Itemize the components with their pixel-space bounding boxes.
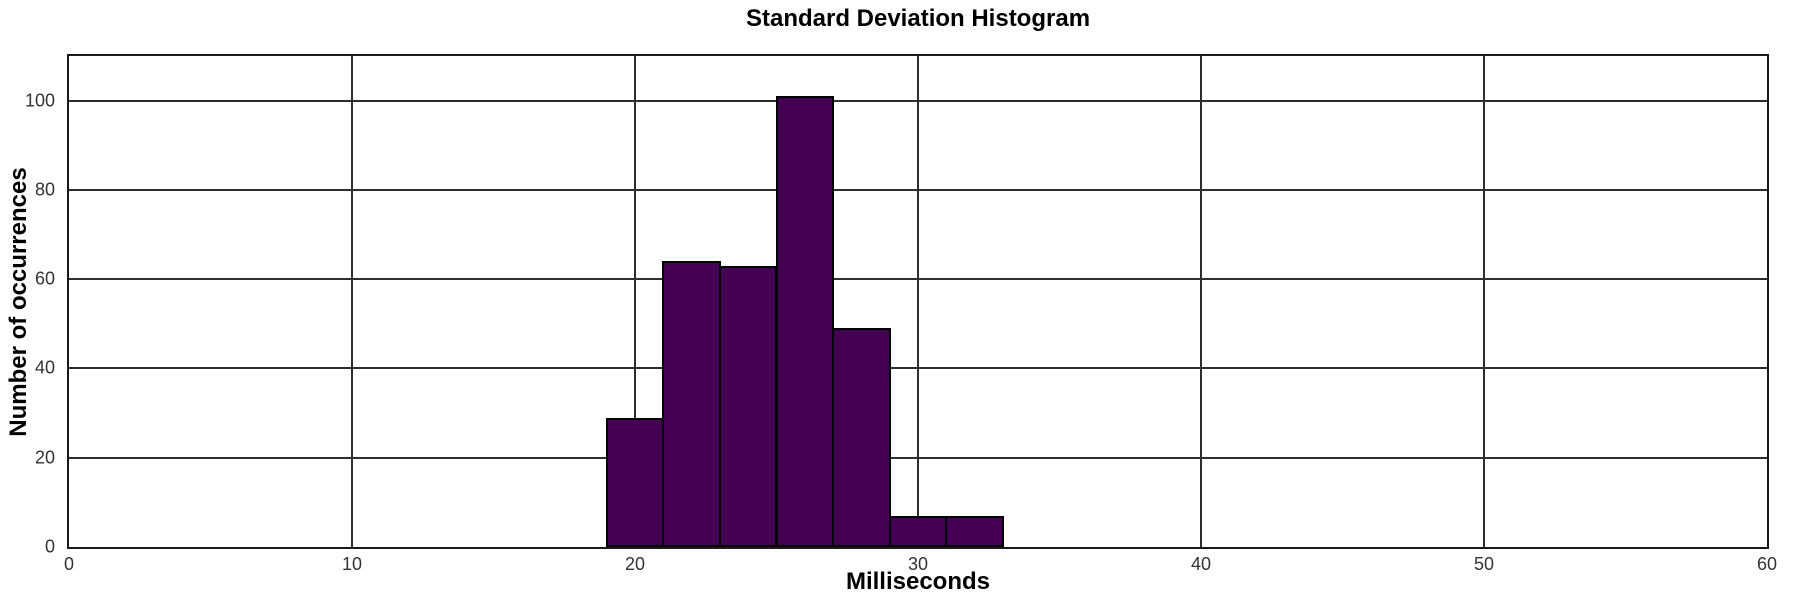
x-tick-10: 10 xyxy=(341,554,363,574)
gridline-y-100 xyxy=(69,99,1767,102)
x-tick-40: 40 xyxy=(1190,554,1212,574)
y-tick-40: 40 xyxy=(34,357,55,378)
x-tick-50: 50 xyxy=(1473,554,1495,574)
gridline-x-50 xyxy=(1483,56,1485,547)
y-tick-20: 20 xyxy=(34,447,55,468)
histogram-bar-27-29 xyxy=(832,328,891,547)
gridline-x-40 xyxy=(1200,56,1202,547)
x-tick-0: 0 xyxy=(63,554,75,574)
x-axis-label: Milliseconds xyxy=(845,568,991,595)
y-tick-100: 100 xyxy=(24,90,55,111)
histogram-bar-31-33 xyxy=(945,515,1004,547)
histogram-bar-25-27 xyxy=(775,96,835,547)
histogram-bar-23-25 xyxy=(718,265,778,547)
chart-title: Standard Deviation Histogram xyxy=(745,5,1091,32)
plot-area xyxy=(67,54,1769,549)
histogram-bar-21-23 xyxy=(662,261,721,547)
y-tick-80: 80 xyxy=(34,179,55,200)
gridline-y-20 xyxy=(69,456,1767,459)
x-tick-60: 60 xyxy=(1756,554,1778,574)
gridline-y-80 xyxy=(69,188,1767,191)
y-tick-60: 60 xyxy=(34,268,55,289)
x-tick-20: 20 xyxy=(624,554,646,574)
gridline-x-10 xyxy=(351,56,353,547)
x-tick-30: 30 xyxy=(907,554,929,574)
histogram-bar-29-31 xyxy=(888,515,948,547)
gridline-x-30 xyxy=(917,56,919,547)
y-tick-0: 0 xyxy=(44,536,55,557)
gridline-y-60 xyxy=(69,278,1767,281)
histogram-bar-19-21 xyxy=(605,417,665,547)
gridline-y-40 xyxy=(69,367,1767,370)
gridline-x-20 xyxy=(634,56,636,547)
